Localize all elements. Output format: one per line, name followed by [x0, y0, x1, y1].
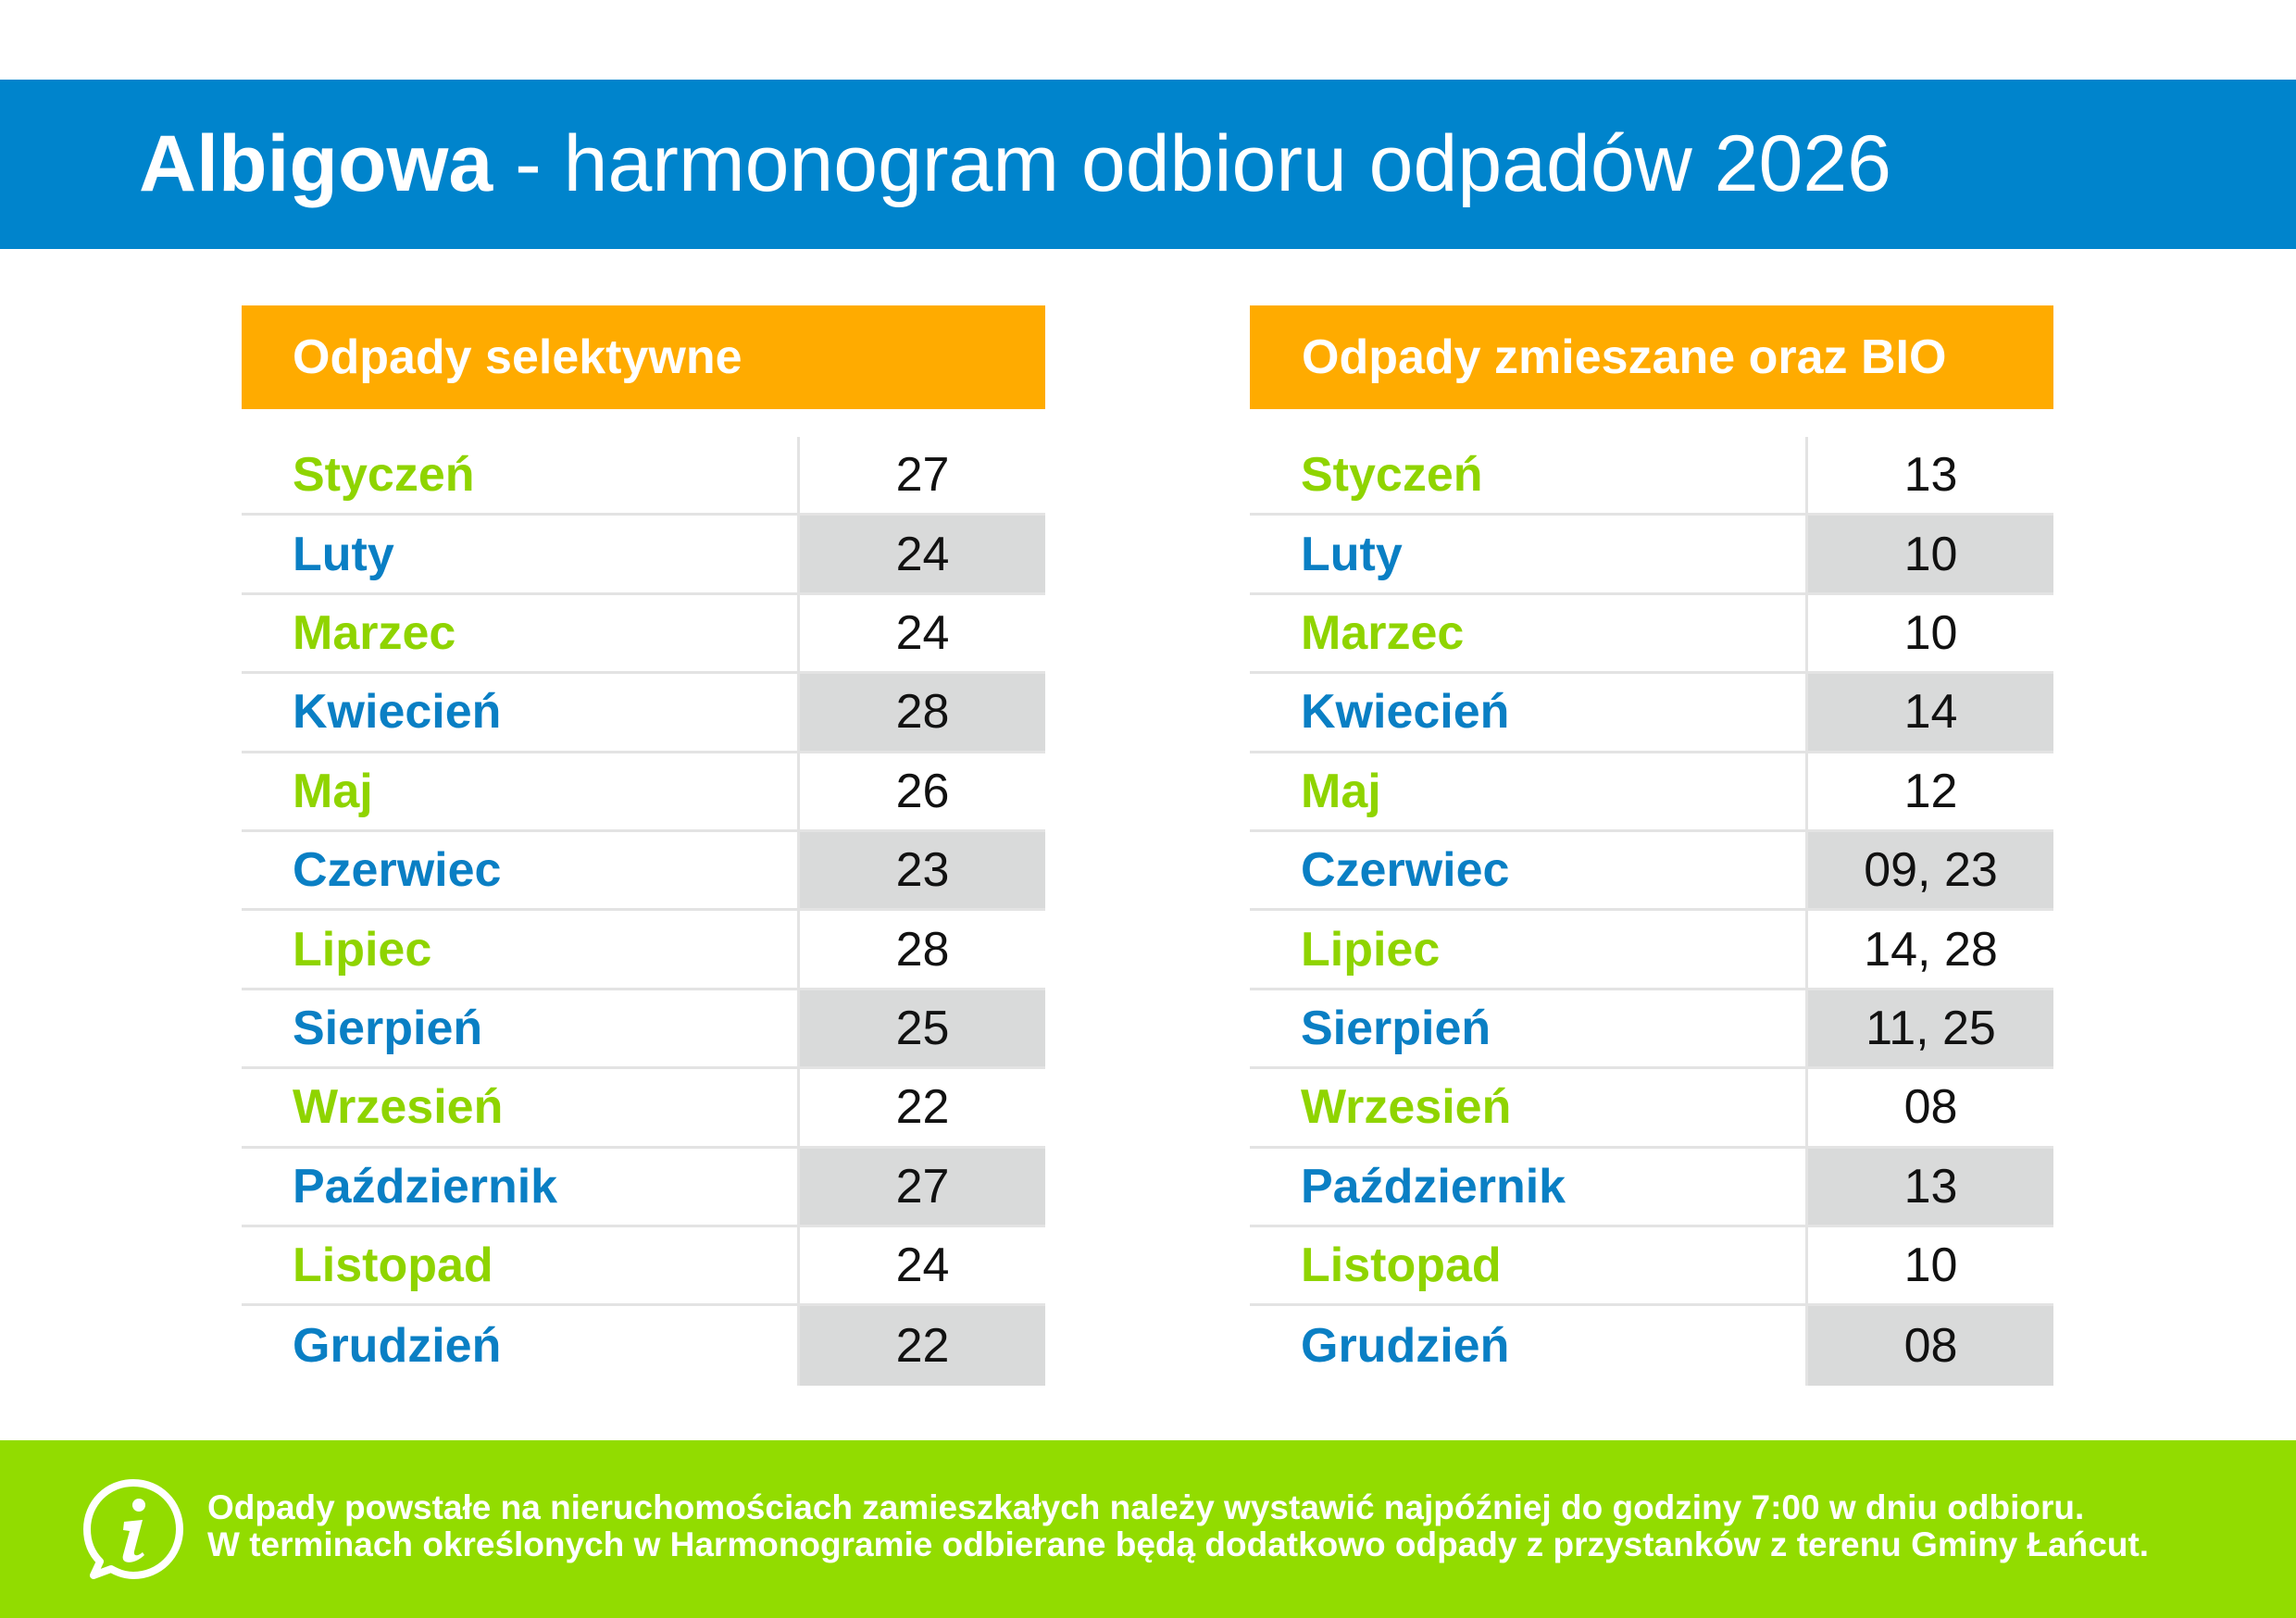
month-label: Marzec [1250, 594, 1808, 672]
table-row: Październik 27 [242, 1148, 1045, 1227]
table-row: Czerwiec 09, 23 [1250, 831, 2053, 912]
table-row: Styczeń 27 [242, 437, 1045, 517]
month-label: Lipiec [1250, 911, 1808, 988]
table-row: Listopad 10 [1250, 1226, 2053, 1307]
pickup-day: 27 [895, 448, 950, 503]
table-row: Październik 13 [1250, 1148, 2053, 1227]
schedule-table: Styczeń 13 Luty 10 Marzec 10 Kwiecień 14 Maj 12 Cz… [1250, 437, 2053, 1386]
month-label: Wrzesień [1250, 1069, 1808, 1146]
panel-title: Odpady zmieszane oraz BIO [1250, 305, 2053, 409]
panel-mixed-bio: Odpady zmieszane oraz BIO Styczeń 13 Luty 1… [1250, 305, 2053, 1386]
info-icon [83, 1479, 183, 1579]
month-label: Maj [1250, 753, 1808, 829]
pickup-day: 24 [800, 516, 1045, 592]
panel-title: Odpady selektywne [242, 305, 1045, 409]
pickup-day: 27 [800, 1148, 1045, 1225]
pickup-day: 09, 23 [1808, 831, 2053, 909]
table-row: Maj 12 [1250, 753, 2053, 832]
month-label: Maj [242, 753, 800, 829]
table-row: Wrzesień 22 [242, 1069, 1045, 1149]
panel-selective: Odpady selektywne Styczeń 27 Luty 24 Marzec 2… [242, 305, 1045, 1386]
pickup-day: 28 [800, 674, 1045, 751]
table-row: Grudzień 08 [1250, 1306, 2053, 1386]
table-row: Kwiecień 28 [242, 674, 1045, 753]
pickup-day: 12 [1903, 764, 1958, 818]
pickup-day: 08 [1808, 1306, 2053, 1386]
pickup-day: 13 [1903, 448, 1958, 503]
month-label: Kwiecień [242, 674, 800, 751]
month-label: Październik [242, 1148, 800, 1225]
table-row: Czerwiec 23 [242, 831, 1045, 912]
pickup-day: 28 [895, 922, 950, 977]
month-label: Grudzień [242, 1306, 800, 1386]
month-label: Wrzesień [242, 1069, 800, 1146]
pickup-day: 22 [895, 1080, 950, 1135]
pickup-day: 10 [1903, 1238, 1958, 1293]
pickup-day: 24 [895, 1238, 950, 1293]
pickup-day: 10 [1903, 605, 1958, 660]
footer-note: Odpady powstałe na nieruchomościach zami… [207, 1489, 2149, 1563]
pickup-day: 26 [895, 764, 950, 818]
pickup-day: 22 [800, 1306, 1045, 1386]
pickup-day: 14 [1808, 674, 2053, 751]
month-label: Kwiecień [1250, 674, 1808, 751]
pickup-day: 24 [895, 605, 950, 660]
table-row: Sierpień 25 [242, 989, 1045, 1070]
page-title-rest: - harmonogram odbioru odpadów 2026 [493, 119, 1891, 208]
footer-note-line-1: Odpady powstałe na nieruchomościach zami… [207, 1488, 2085, 1526]
month-label: Styczeń [1250, 437, 1808, 514]
table-row: Luty 10 [1250, 516, 2053, 595]
table-row: Listopad 24 [242, 1226, 1045, 1307]
table-row: Marzec 10 [1250, 594, 2053, 675]
footer-bar: Odpady powstałe na nieruchomościach zami… [0, 1440, 2296, 1618]
schedule-table: Styczeń 27 Luty 24 Marzec 24 Kwiecień 28 Maj 26 Cz… [242, 437, 1045, 1386]
table-row: Marzec 24 [242, 594, 1045, 675]
month-label: Sierpień [1250, 989, 1808, 1067]
pickup-day: 08 [1903, 1080, 1958, 1135]
pickup-day: 25 [800, 989, 1045, 1067]
month-label: Lipiec [242, 911, 800, 988]
month-label: Luty [242, 516, 800, 592]
pickup-day: 11, 25 [1808, 989, 2053, 1067]
table-row: Lipiec 14, 28 [1250, 911, 2053, 990]
table-row: Luty 24 [242, 516, 1045, 595]
month-label: Czerwiec [242, 831, 800, 909]
pickup-day: 14, 28 [1864, 922, 1998, 977]
month-label: Marzec [242, 594, 800, 672]
footer-note-line-2: W terminach określonych w Harmonogramie … [207, 1525, 2150, 1563]
pickup-day: 13 [1808, 1148, 2053, 1225]
table-row: Kwiecień 14 [1250, 674, 2053, 753]
table-row: Grudzień 22 [242, 1306, 1045, 1386]
table-row: Wrzesień 08 [1250, 1069, 2053, 1149]
month-label: Styczeń [242, 437, 800, 514]
table-row: Maj 26 [242, 753, 1045, 832]
header-bar: Albigowa - harmonogram odbioru odpadów 2… [0, 80, 2296, 249]
month-label: Sierpień [242, 989, 800, 1067]
month-label: Listopad [242, 1226, 800, 1304]
pickup-day: 10 [1808, 516, 2053, 592]
page-title-place: Albigowa [139, 119, 493, 208]
pickup-day: 23 [800, 831, 1045, 909]
month-label: Czerwiec [1250, 831, 1808, 909]
month-label: Grudzień [1250, 1306, 1808, 1386]
page-title: Albigowa - harmonogram odbioru odpadów 2… [139, 80, 1891, 249]
month-label: Luty [1250, 516, 1808, 592]
table-row: Lipiec 28 [242, 911, 1045, 990]
month-label: Październik [1250, 1148, 1808, 1225]
table-row: Styczeń 13 [1250, 437, 2053, 517]
month-label: Listopad [1250, 1226, 1808, 1304]
table-row: Sierpień 11, 25 [1250, 989, 2053, 1070]
